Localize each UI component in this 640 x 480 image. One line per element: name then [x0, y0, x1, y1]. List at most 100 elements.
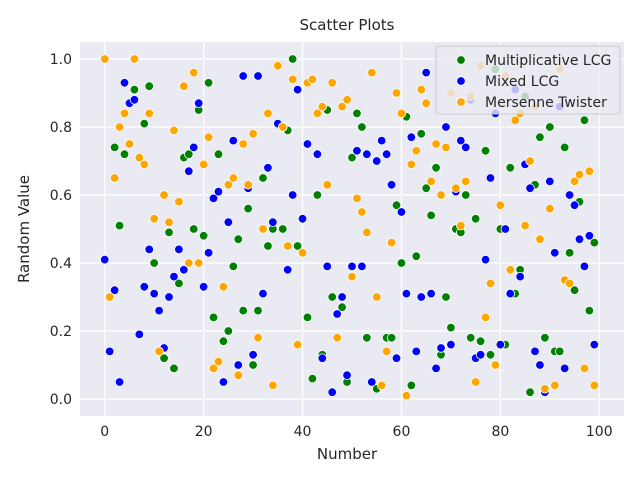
- point-series-2: [193, 258, 204, 268]
- point-series-2: [550, 380, 560, 391]
- point-series-2: [253, 333, 263, 343]
- point-series-0: [287, 54, 298, 64]
- point-series-2: [203, 132, 214, 142]
- point-series-1: [480, 254, 491, 265]
- point-series-0: [169, 363, 179, 374]
- point-series-1: [456, 135, 466, 146]
- point-series-0: [485, 350, 496, 360]
- point-series-1: [386, 180, 397, 190]
- point-series-1: [203, 248, 214, 258]
- point-series-1: [218, 377, 229, 387]
- point-series-1: [381, 149, 392, 159]
- point-series-0: [223, 326, 234, 336]
- point-series-0: [584, 305, 595, 316]
- point-series-1: [317, 353, 328, 363]
- point-series-1: [530, 346, 540, 357]
- point-series-2: [169, 125, 179, 136]
- point-series-1: [144, 244, 154, 255]
- point-series-2: [273, 61, 283, 71]
- point-series-1: [485, 173, 496, 183]
- point-series-0: [406, 380, 417, 391]
- point-series-1: [312, 149, 323, 159]
- point-series-1: [396, 207, 407, 217]
- point-series-1: [411, 346, 421, 357]
- point-series-1: [223, 217, 234, 227]
- point-series-0: [139, 118, 149, 129]
- point-series-1: [253, 71, 263, 81]
- point-series-2: [376, 380, 387, 391]
- point-series-0: [312, 190, 323, 200]
- point-series-1: [535, 360, 545, 370]
- point-series-0: [109, 142, 120, 153]
- point-series-2: [114, 122, 125, 132]
- point-series-1: [179, 265, 189, 275]
- point-series-0: [461, 190, 471, 200]
- y-tick-label: 0.8: [50, 120, 72, 136]
- point-series-1: [109, 285, 120, 295]
- point-series-2: [525, 156, 535, 166]
- point-series-0: [391, 200, 402, 210]
- point-series-2: [480, 312, 491, 323]
- point-series-0: [292, 241, 303, 251]
- point-series-2: [144, 108, 154, 119]
- point-series-0: [198, 231, 209, 241]
- point-series-2: [223, 180, 234, 190]
- point-series-2: [381, 346, 392, 357]
- point-series-2: [332, 333, 342, 343]
- point-series-0: [540, 333, 550, 343]
- point-series-2: [198, 159, 209, 170]
- point-series-0: [278, 224, 288, 234]
- point-series-2: [134, 152, 145, 163]
- point-series-2: [189, 67, 199, 78]
- point-series-2: [569, 176, 580, 187]
- point-series-1: [258, 288, 268, 299]
- point-series-2: [411, 146, 421, 156]
- point-series-1: [268, 217, 278, 227]
- point-series-2: [109, 173, 120, 183]
- point-series-1: [184, 166, 194, 176]
- legend-label: Mixed LCG: [485, 74, 559, 90]
- legend: Multiplicative LCG Mixed LCG Mersenne Twis…: [435, 45, 621, 115]
- point-series-0: [203, 78, 214, 88]
- point-series-2: [545, 203, 555, 214]
- point-series-0: [569, 285, 580, 295]
- point-series-0: [421, 183, 431, 193]
- point-series-2: [401, 390, 412, 401]
- point-series-1: [574, 234, 585, 244]
- point-series-1: [297, 214, 308, 224]
- y-tick-label: 0.4: [50, 256, 72, 272]
- point-series-2: [426, 176, 436, 187]
- point-series-2: [322, 180, 332, 190]
- point-series-1: [545, 176, 555, 187]
- point-series-2: [520, 220, 530, 231]
- point-series-2: [174, 197, 184, 207]
- point-series-0: [347, 152, 357, 163]
- point-series-2: [490, 360, 501, 370]
- point-series-0: [144, 81, 154, 91]
- point-series-2: [441, 142, 451, 153]
- legend-label: Mersenne Twister: [485, 95, 607, 111]
- point-series-1: [347, 261, 357, 272]
- point-series-2: [248, 129, 258, 139]
- point-series-1: [114, 377, 125, 387]
- point-series-1: [139, 282, 149, 292]
- point-series-2: [327, 78, 337, 88]
- point-series-0: [218, 336, 229, 346]
- point-series-1: [421, 67, 431, 78]
- point-series-2: [456, 220, 466, 231]
- point-series-2: [495, 200, 506, 210]
- point-series-2: [372, 292, 382, 302]
- point-series-0: [431, 163, 441, 173]
- point-series-1: [327, 387, 337, 397]
- point-series-2: [149, 214, 159, 224]
- point-series-1: [525, 183, 535, 193]
- point-series-0: [114, 220, 125, 231]
- point-series-2: [431, 139, 441, 149]
- point-series-0: [426, 210, 436, 221]
- point-series-2: [540, 384, 550, 394]
- point-series-1: [357, 261, 367, 272]
- point-series-1: [505, 288, 515, 299]
- point-series-1: [332, 309, 342, 319]
- point-series-2: [307, 74, 318, 85]
